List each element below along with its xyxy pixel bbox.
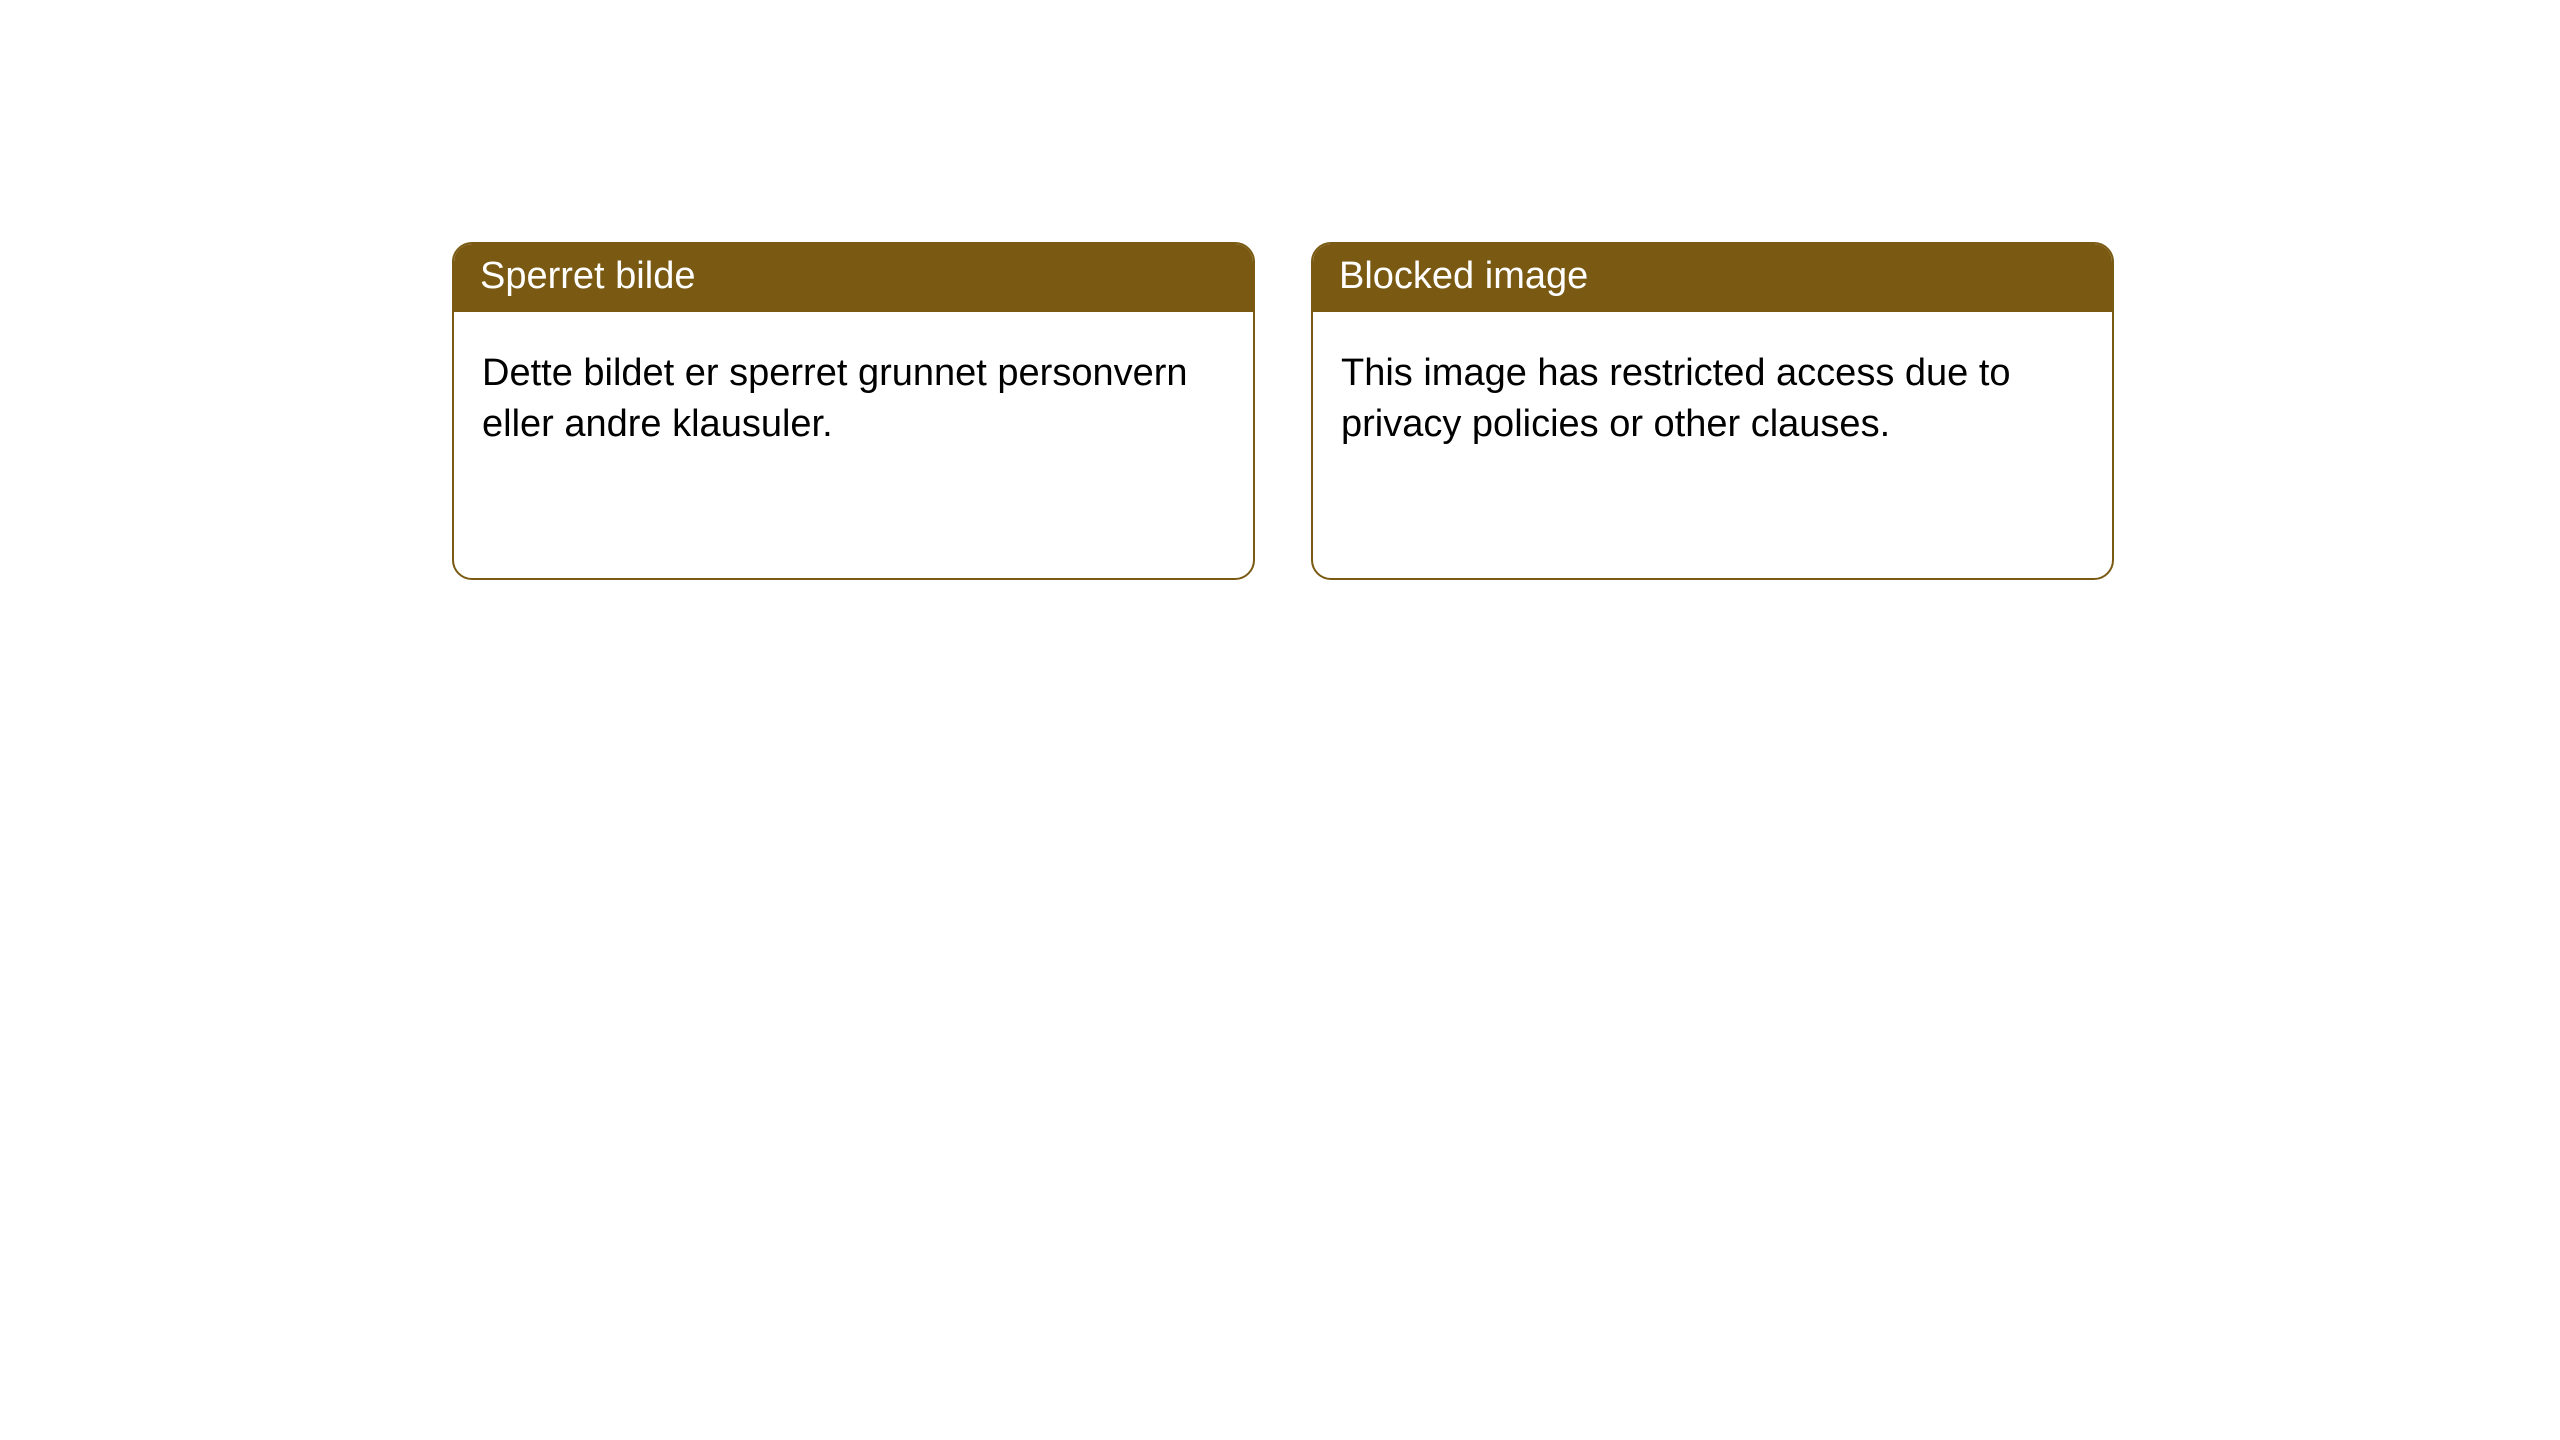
card-body-text: Dette bildet er sperret grunnet personve… xyxy=(454,312,1253,479)
card-title: Blocked image xyxy=(1313,244,2112,312)
blocked-image-card-en: Blocked image This image has restricted … xyxy=(1311,242,2114,580)
card-title: Sperret bilde xyxy=(454,244,1253,312)
card-body-text: This image has restricted access due to … xyxy=(1313,312,2112,479)
blocked-image-card-no: Sperret bilde Dette bildet er sperret gr… xyxy=(452,242,1255,580)
cards-container: Sperret bilde Dette bildet er sperret gr… xyxy=(0,0,2560,580)
